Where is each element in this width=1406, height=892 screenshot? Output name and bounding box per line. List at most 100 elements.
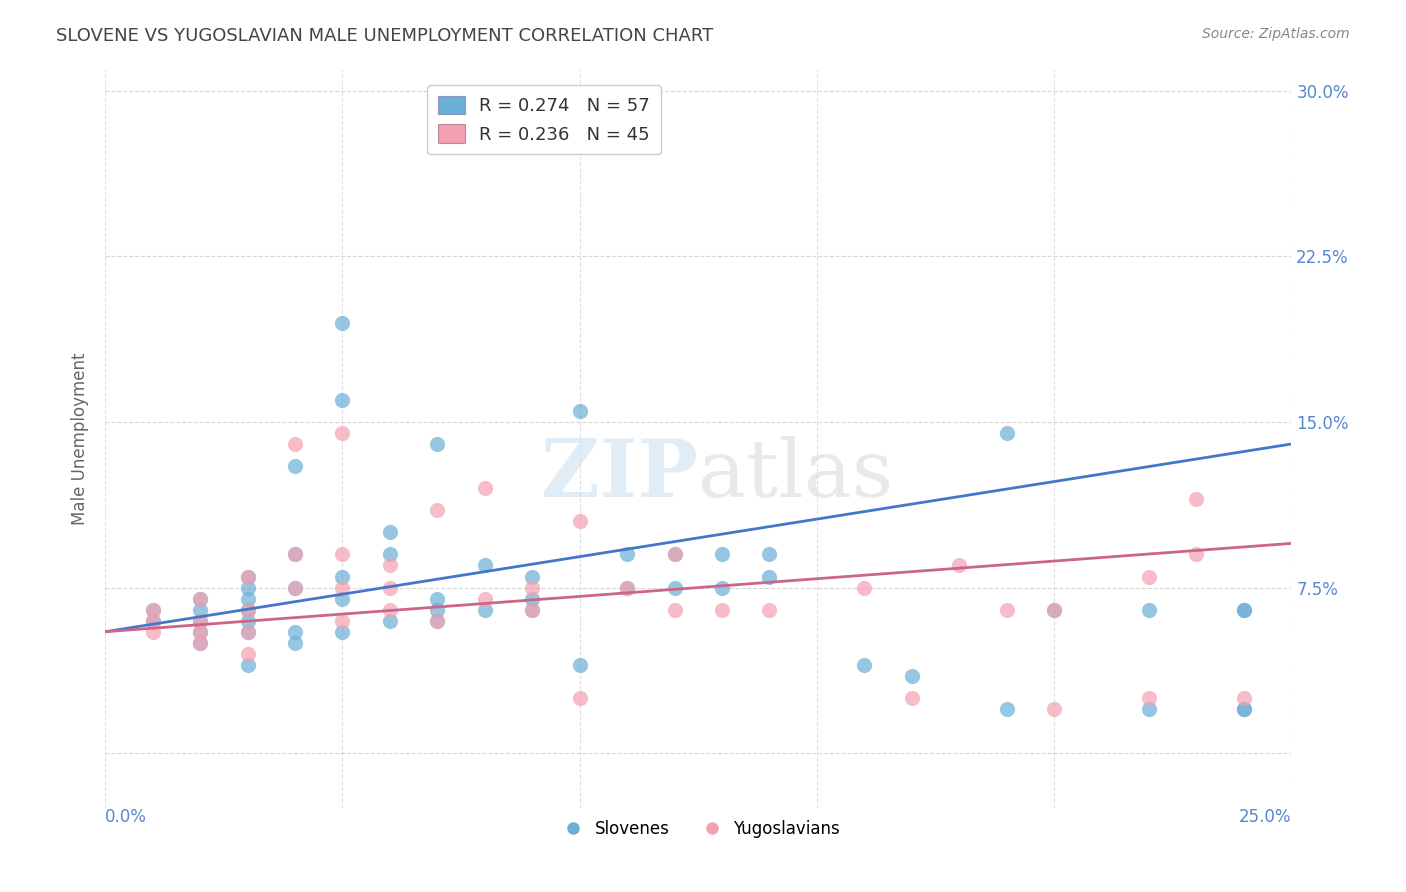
Point: [378, 581, 401, 595]
Point: [474, 558, 496, 573]
Point: [284, 636, 307, 650]
Point: [522, 602, 544, 616]
Point: [188, 624, 211, 639]
Point: [332, 425, 354, 440]
Point: [188, 614, 211, 628]
Point: [474, 602, 496, 616]
Point: [142, 624, 165, 639]
Point: [378, 548, 401, 562]
Point: [284, 548, 307, 562]
Point: [378, 614, 401, 628]
Point: [332, 591, 354, 606]
Point: [522, 591, 544, 606]
Point: [664, 581, 686, 595]
Point: [142, 602, 165, 616]
Point: [236, 624, 259, 639]
Point: [236, 657, 259, 672]
Point: [284, 459, 307, 474]
Point: [378, 525, 401, 540]
Point: [711, 602, 734, 616]
Point: [188, 614, 211, 628]
Point: [711, 548, 734, 562]
Text: SLOVENE VS YUGOSLAVIAN MALE UNEMPLOYMENT CORRELATION CHART: SLOVENE VS YUGOSLAVIAN MALE UNEMPLOYMENT…: [56, 27, 713, 45]
Point: [853, 581, 876, 595]
Point: [332, 624, 354, 639]
Point: [995, 702, 1018, 716]
Point: [1185, 548, 1208, 562]
Point: [664, 548, 686, 562]
Point: [616, 581, 638, 595]
Point: [568, 404, 591, 418]
Point: [1137, 602, 1160, 616]
Point: [853, 657, 876, 672]
Point: [1233, 602, 1256, 616]
Point: [568, 657, 591, 672]
Point: [1137, 569, 1160, 583]
Point: [284, 581, 307, 595]
Point: [378, 558, 401, 573]
Point: [236, 591, 259, 606]
Point: [900, 691, 922, 706]
Point: [188, 591, 211, 606]
Point: [236, 647, 259, 661]
Text: atlas: atlas: [699, 436, 893, 515]
Point: [1233, 691, 1256, 706]
Point: [426, 437, 449, 451]
Point: [332, 392, 354, 407]
Point: [236, 602, 259, 616]
Point: [426, 503, 449, 517]
Point: [188, 624, 211, 639]
Point: [1185, 492, 1208, 507]
Point: [1043, 602, 1066, 616]
Point: [332, 569, 354, 583]
Point: [332, 614, 354, 628]
Point: [426, 591, 449, 606]
Point: [236, 569, 259, 583]
Point: [426, 602, 449, 616]
Point: [188, 591, 211, 606]
Point: [1137, 691, 1160, 706]
Point: [188, 602, 211, 616]
Point: [332, 581, 354, 595]
Point: [474, 481, 496, 495]
Point: [758, 569, 780, 583]
Point: [236, 614, 259, 628]
Point: [332, 316, 354, 330]
Point: [284, 624, 307, 639]
Point: [995, 425, 1018, 440]
Point: [284, 581, 307, 595]
Point: [900, 669, 922, 683]
Point: [1233, 702, 1256, 716]
Text: Source: ZipAtlas.com: Source: ZipAtlas.com: [1202, 27, 1350, 41]
Point: [948, 558, 970, 573]
Legend: Slovenes, Yugoslavians: Slovenes, Yugoslavians: [550, 814, 846, 845]
Point: [568, 514, 591, 528]
Point: [664, 548, 686, 562]
Point: [426, 614, 449, 628]
Point: [616, 548, 638, 562]
Point: [758, 548, 780, 562]
Point: [188, 636, 211, 650]
Point: [1233, 602, 1256, 616]
Point: [1233, 702, 1256, 716]
Point: [142, 614, 165, 628]
Point: [474, 591, 496, 606]
Point: [236, 602, 259, 616]
Point: [616, 581, 638, 595]
Point: [522, 581, 544, 595]
Text: ZIP: ZIP: [541, 436, 699, 515]
Point: [332, 548, 354, 562]
Point: [236, 581, 259, 595]
Text: 0.0%: 0.0%: [105, 808, 148, 827]
Point: [711, 581, 734, 595]
Point: [568, 691, 591, 706]
Point: [1137, 702, 1160, 716]
Point: [664, 602, 686, 616]
Point: [1043, 702, 1066, 716]
Point: [142, 614, 165, 628]
Point: [758, 602, 780, 616]
Point: [426, 614, 449, 628]
Point: [142, 602, 165, 616]
Point: [236, 569, 259, 583]
Point: [522, 602, 544, 616]
